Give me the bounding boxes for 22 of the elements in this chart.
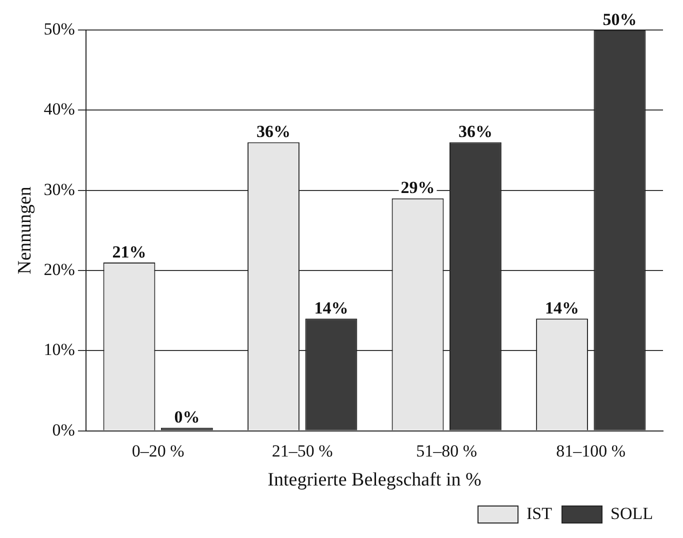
y-tick-label: 0%	[52, 420, 75, 440]
x-tick-label: 21–50 %	[272, 441, 333, 460]
legend-label: IST	[526, 504, 553, 523]
data-label: 50%	[602, 10, 637, 29]
data-label: 36%	[458, 122, 492, 142]
x-tick-label: 0–20 %	[132, 441, 184, 460]
y-tick-label: 40%	[44, 100, 75, 119]
x-tick-label: 51–80 %	[416, 441, 478, 460]
data-label: 36%	[256, 122, 290, 142]
y-tick-label: 50%	[44, 19, 75, 38]
data-label: 29%	[400, 178, 435, 198]
y-tick-label: 20%	[44, 260, 75, 279]
y-tick-label: 10%	[44, 340, 75, 360]
data-label: 0%	[174, 408, 200, 427]
data-label: 21%	[112, 242, 146, 262]
data-label: 14%	[314, 298, 348, 318]
y-tick-label: 30%	[44, 180, 75, 199]
data-label: 14%	[545, 298, 580, 318]
x-tick-label: 81–100 %	[556, 441, 626, 460]
x-axis-title: Integrierte Belegschaft in %	[268, 470, 482, 491]
y-axis-title: Nennungen	[14, 186, 36, 274]
legend-label: SOLL	[610, 504, 653, 523]
